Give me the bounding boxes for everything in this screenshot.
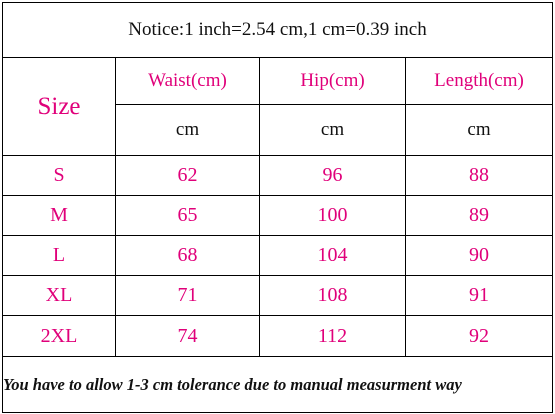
notice-text: Notice:1 inch=2.54 cm,1 cm=0.39 inch <box>1 2 554 58</box>
footer-row: You have to allow 1-3 cm tolerance due t… <box>1 356 554 413</box>
unit-row: cm cm cm <box>3 104 554 156</box>
table-row: S 62 96 88 <box>2 155 554 196</box>
size-label: L <box>2 235 116 276</box>
length-value: 89 <box>404 195 554 236</box>
hip-value: 112 <box>259 315 406 357</box>
length-column-header: Length(cm) <box>404 57 554 105</box>
hip-value: 108 <box>259 275 406 316</box>
length-value: 90 <box>404 235 554 276</box>
hip-value: 100 <box>259 195 406 236</box>
header-row: Size Waist(cm) Hip(cm) Length(cm) <box>2 57 554 156</box>
length-unit: cm <box>404 104 554 156</box>
size-label: 2XL <box>2 315 116 357</box>
size-label: XL <box>2 275 116 316</box>
hip-unit: cm <box>259 104 406 156</box>
hip-value: 104 <box>259 235 406 276</box>
table-row: M 65 100 89 <box>2 195 554 236</box>
size-label: S <box>2 155 116 196</box>
waist-column-header: Waist(cm) <box>115 57 260 105</box>
waist-unit: cm <box>115 104 260 156</box>
table-row: 2XL 74 112 92 <box>2 315 554 357</box>
waist-value: 74 <box>115 315 260 357</box>
notice-row: Notice:1 inch=2.54 cm,1 cm=0.39 inch <box>1 2 554 58</box>
hip-column-header: Hip(cm) <box>259 57 406 105</box>
tolerance-note: You have to allow 1-3 cm tolerance due t… <box>1 356 554 413</box>
hip-value: 96 <box>259 155 406 196</box>
waist-value: 68 <box>115 235 260 276</box>
size-label: M <box>2 195 116 236</box>
waist-value: 62 <box>115 155 260 196</box>
waist-value: 71 <box>115 275 260 316</box>
size-column-header: Size <box>2 57 116 156</box>
length-value: 92 <box>404 315 554 357</box>
length-value: 88 <box>404 155 554 196</box>
length-value: 91 <box>404 275 554 316</box>
waist-value: 65 <box>115 195 260 236</box>
table-row: L 68 104 90 <box>2 235 554 276</box>
table-row: XL 71 108 91 <box>2 275 554 316</box>
